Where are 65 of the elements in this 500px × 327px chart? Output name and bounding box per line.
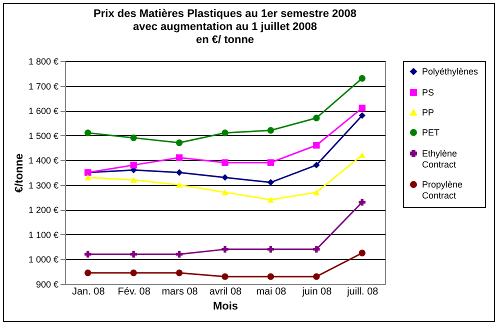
- legend-label: Propylène Contract: [422, 180, 463, 200]
- point: [267, 159, 274, 166]
- point: [130, 177, 137, 183]
- legend-label: PET: [422, 128, 440, 138]
- point: [222, 159, 228, 166]
- point: [358, 198, 366, 206]
- point: [84, 174, 92, 180]
- point: [358, 250, 366, 256]
- x-tick-label: avril 08: [209, 286, 242, 298]
- point: [313, 189, 320, 196]
- point: [176, 250, 183, 258]
- point: [313, 114, 320, 122]
- x-tick-label: Fév. 08: [118, 286, 151, 298]
- point: [176, 154, 183, 161]
- legend-label: Polyéthylènes: [422, 66, 479, 76]
- x-tick-label: mai 08: [256, 286, 287, 298]
- point: [130, 250, 137, 258]
- x-tick-label: Jan. 08: [72, 286, 106, 298]
- point: [130, 270, 137, 276]
- y-tick-label: 1 700 €: [28, 81, 58, 92]
- y-tick-label: 1 500 €: [28, 130, 58, 141]
- point: [130, 134, 137, 142]
- point: [313, 162, 320, 168]
- y-tick-label: 1 600 €: [28, 106, 58, 116]
- point: [358, 152, 366, 158]
- legend-label: PS: [422, 88, 434, 98]
- x-axis-title: Mois: [212, 300, 238, 312]
- point: [267, 179, 274, 186]
- y-tick-label: 1 100 €: [28, 230, 58, 240]
- y-tick-label: 1 400 €: [28, 156, 58, 166]
- point: [84, 130, 92, 136]
- y-tick-label: 1 200 €: [28, 205, 58, 216]
- point: [358, 74, 366, 82]
- y-axis-title: €/tonne: [13, 153, 26, 193]
- legend-label: PP: [422, 108, 434, 118]
- y-tick-label: 900 €: [36, 280, 58, 290]
- point: [176, 270, 183, 276]
- point: [267, 246, 274, 253]
- x-tick-label: juin 08: [301, 286, 332, 298]
- y-tick-label: 1 000 €: [28, 254, 58, 265]
- point: [313, 273, 320, 280]
- point: [222, 189, 228, 196]
- point: [176, 169, 183, 176]
- point: [130, 162, 137, 168]
- point: [313, 246, 320, 253]
- point: [84, 250, 92, 258]
- y-tick-label: 1 800 €: [28, 56, 58, 66]
- point: [222, 246, 228, 253]
- point: [222, 174, 228, 181]
- point: [358, 104, 366, 112]
- point: [267, 127, 274, 134]
- point: [222, 130, 228, 136]
- chart-title: Prix des Matières Plastiques au 1er semestre 2008 avec augmentation au 1 juillet 2008 en €/ tonne: [94, 8, 356, 46]
- y-tick-label: 1 300 €: [28, 180, 58, 190]
- x-tick-label: mars 08: [162, 286, 198, 298]
- legend-label: Ethylène Contract: [422, 148, 458, 170]
- point: [176, 139, 183, 146]
- point: [267, 273, 274, 280]
- point: [84, 270, 92, 276]
- point: [222, 273, 228, 280]
- point: [176, 182, 183, 188]
- point: [313, 142, 320, 149]
- point: [358, 112, 366, 119]
- x-tick-label: juill. 08: [346, 286, 379, 298]
- point: [267, 196, 274, 203]
